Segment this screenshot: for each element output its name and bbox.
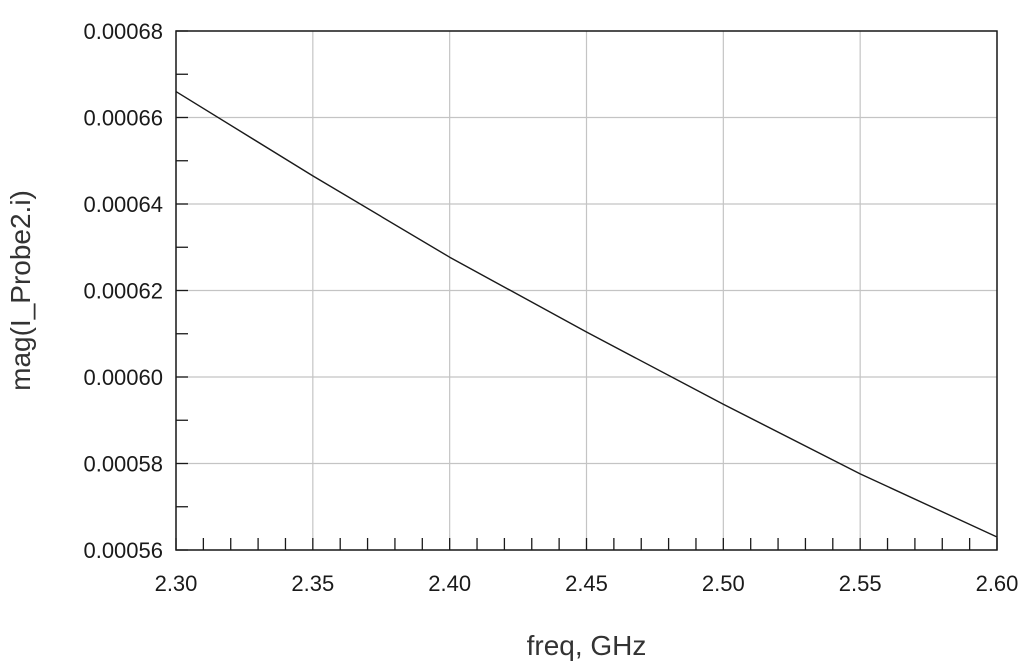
y-axis-title: mag(I_Probe2.i) [5, 190, 36, 391]
y-tick-label: 0.00058 [83, 452, 163, 477]
x-tick-label: 2.50 [702, 571, 745, 596]
y-axis-tick-labels: 0.00056 0.00058 0.00060 0.00062 0.00064 0.000… [83, 19, 163, 563]
x-tick-label: 2.55 [839, 571, 882, 596]
y-tick-label: 0.00066 [83, 106, 163, 131]
grid [175, 30, 998, 551]
x-tick-label: 2.35 [291, 571, 334, 596]
x-tick-label: 2.45 [565, 571, 608, 596]
series-layer [175, 90, 998, 538]
plot-area-frame [175, 30, 998, 551]
y-tick-label: 0.00064 [83, 192, 163, 217]
series-line [175, 90, 998, 538]
y-tick-label: 0.00068 [83, 19, 163, 44]
y-tick-label: 0.00060 [83, 365, 163, 390]
x-tick-label: 2.40 [428, 571, 471, 596]
y-tick-label: 0.00062 [83, 279, 163, 304]
x-axis-title: freq, GHz [527, 630, 647, 661]
y-tick-label: 0.00056 [83, 538, 163, 563]
x-axis-tick-labels: 2.30 2.35 2.40 2.45 2.50 2.55 2.60 [155, 571, 1019, 596]
x-tick-label: 2.30 [155, 571, 198, 596]
x-tick-label: 2.60 [976, 571, 1019, 596]
